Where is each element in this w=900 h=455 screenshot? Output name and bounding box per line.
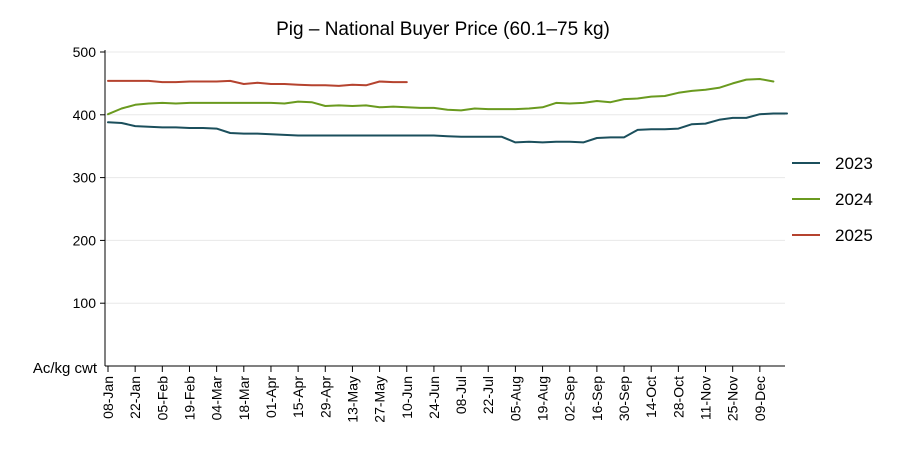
legend-label-2023: 2023 xyxy=(835,154,873,173)
y-tick-label: 400 xyxy=(73,107,97,123)
x-tick-label: 28-Oct xyxy=(670,376,686,418)
x-tick-label: 05-Feb xyxy=(154,376,170,421)
y-tick-label: 300 xyxy=(73,170,97,186)
x-tick-label: 24-Jun xyxy=(426,376,442,419)
y-tick-label: 500 xyxy=(73,44,97,60)
gridlines xyxy=(105,51,785,304)
x-tick-label: 30-Sep xyxy=(616,376,632,421)
x-tick-label: 25-Nov xyxy=(725,376,741,421)
x-tick-label: 08-Jul xyxy=(453,376,469,414)
x-tick-label: 22-Jan xyxy=(127,376,143,419)
legend-label-2025: 2025 xyxy=(835,226,873,245)
x-tick-label: 19-Aug xyxy=(535,376,551,421)
x-tick-label: 05-Aug xyxy=(507,376,523,421)
y-tick-label: 200 xyxy=(73,232,97,248)
x-tick-label: 15-Apr xyxy=(290,376,306,418)
x-tick-label: 11-Nov xyxy=(698,376,714,420)
y-axis-unit-label: Ac/kg cwt xyxy=(33,360,98,377)
chart-title: Pig – National Buyer Price (60.1–75 kg) xyxy=(276,19,610,40)
y-tick-label: 100 xyxy=(73,295,97,311)
x-tick-label: 14-Oct xyxy=(643,376,659,418)
x-tick-label: 27-May xyxy=(372,376,388,423)
x-tick-label: 01-Apr xyxy=(263,376,279,418)
x-tick-label: 04-Mar xyxy=(209,376,225,421)
x-tick-label: 18-Mar xyxy=(236,376,252,421)
x-tick-label: 02-Sep xyxy=(562,376,578,421)
series-line-2024 xyxy=(107,78,775,116)
x-tick-label: 10-Jun xyxy=(399,376,415,419)
x-tick-label: 29-Apr xyxy=(317,376,333,418)
x-tick-label: 13-May xyxy=(344,376,360,423)
x-tick-label: 19-Feb xyxy=(181,376,197,421)
series-line-2025 xyxy=(107,79,408,87)
x-tick-label: 08-Jan xyxy=(100,376,116,419)
x-tick-label: 22-Jul xyxy=(480,376,496,414)
axes: 100 200 300 400 500 08-Jan 22-Jan 05-Feb 19-Feb 0… xyxy=(73,44,785,423)
legend: 2023 2024 2025 xyxy=(792,154,873,245)
legend-label-2024: 2024 xyxy=(835,190,873,209)
x-tick-label: 09-Dec xyxy=(752,376,768,421)
series-line-2023 xyxy=(107,112,788,144)
series-lines xyxy=(107,78,788,144)
x-tick-label: 16-Sep xyxy=(589,376,605,421)
